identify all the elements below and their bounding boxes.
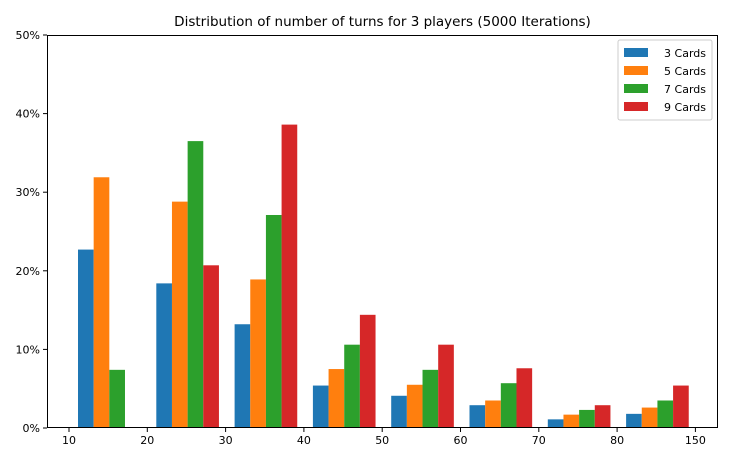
bar-5-cards [328,369,345,428]
bar-5-cards [171,201,188,428]
legend: 3 Cards 5 Cards 7 Cards 9 Cards [617,39,713,121]
x-tick-label: 60 [454,434,468,447]
x-tick-label: 40 [297,434,311,447]
y-tick-label: 40% [16,108,40,121]
legend-swatch [624,84,648,93]
legend-label: 9 Cards [664,101,706,114]
bar-7-cards [187,141,204,429]
x-axis: 10 20 30 40 50 60 70 80 150 [62,428,706,447]
bar-9-cards [594,405,611,428]
bar-5-cards [563,414,580,428]
bar-3-cards [234,324,251,428]
legend-box [617,39,713,121]
bar-9-cards [673,385,689,428]
x-tick-label: 30 [219,434,233,447]
bar-3-cards [469,405,486,428]
bar-5-cards [250,279,266,428]
bar-7-cards [344,344,360,428]
legend-swatch [624,102,648,111]
legend-swatch [624,66,648,75]
bar-5-cards [406,384,423,428]
x-tick-label: 10 [62,434,76,447]
legend-label: 7 Cards [664,83,706,96]
bar-5-cards [485,400,501,428]
bar-5-cards [93,177,110,428]
bar-7-cards [579,409,595,428]
bar-7-cards [265,214,282,428]
bar-7-cards [657,400,674,428]
x-tick-label: 20 [140,434,154,447]
chart-title: Distribution of number of turns for 3 pl… [174,14,591,30]
plot-frame [47,35,718,428]
bar-9-cards [281,124,298,428]
legend-label: 3 Cards [664,47,706,60]
bar-7-cards [109,369,125,428]
bar-3-cards [626,413,642,428]
bar-5-cards [641,407,658,428]
y-tick-label: 30% [16,186,40,199]
bar-9-cards [359,314,376,428]
bar-3-cards [547,419,564,428]
bar-9-cards [203,265,219,428]
y-tick-label: 0% [23,422,40,435]
x-tick-label: 70 [532,434,546,447]
y-tick-label: 20% [16,265,40,278]
y-axis: 0% 10% 20% 30% 40% 50% [16,29,47,435]
legend-swatch [624,48,648,57]
y-tick-label: 50% [16,29,40,42]
y-tick-label: 10% [16,343,40,356]
bar-9-cards [438,344,454,428]
bar-9-cards [516,368,533,428]
x-tick-label: 80 [610,434,624,447]
bar-3-cards [312,385,329,428]
bar-3-cards [156,283,172,428]
bar-3-cards [78,249,94,428]
bar-7-cards [422,369,439,428]
x-tick-label: 150 [685,434,706,447]
bar-7-cards [500,383,517,428]
bar-3-cards [391,395,407,428]
bars-group [78,124,689,429]
x-tick-label: 50 [375,434,389,447]
legend-label: 5 Cards [664,65,706,78]
